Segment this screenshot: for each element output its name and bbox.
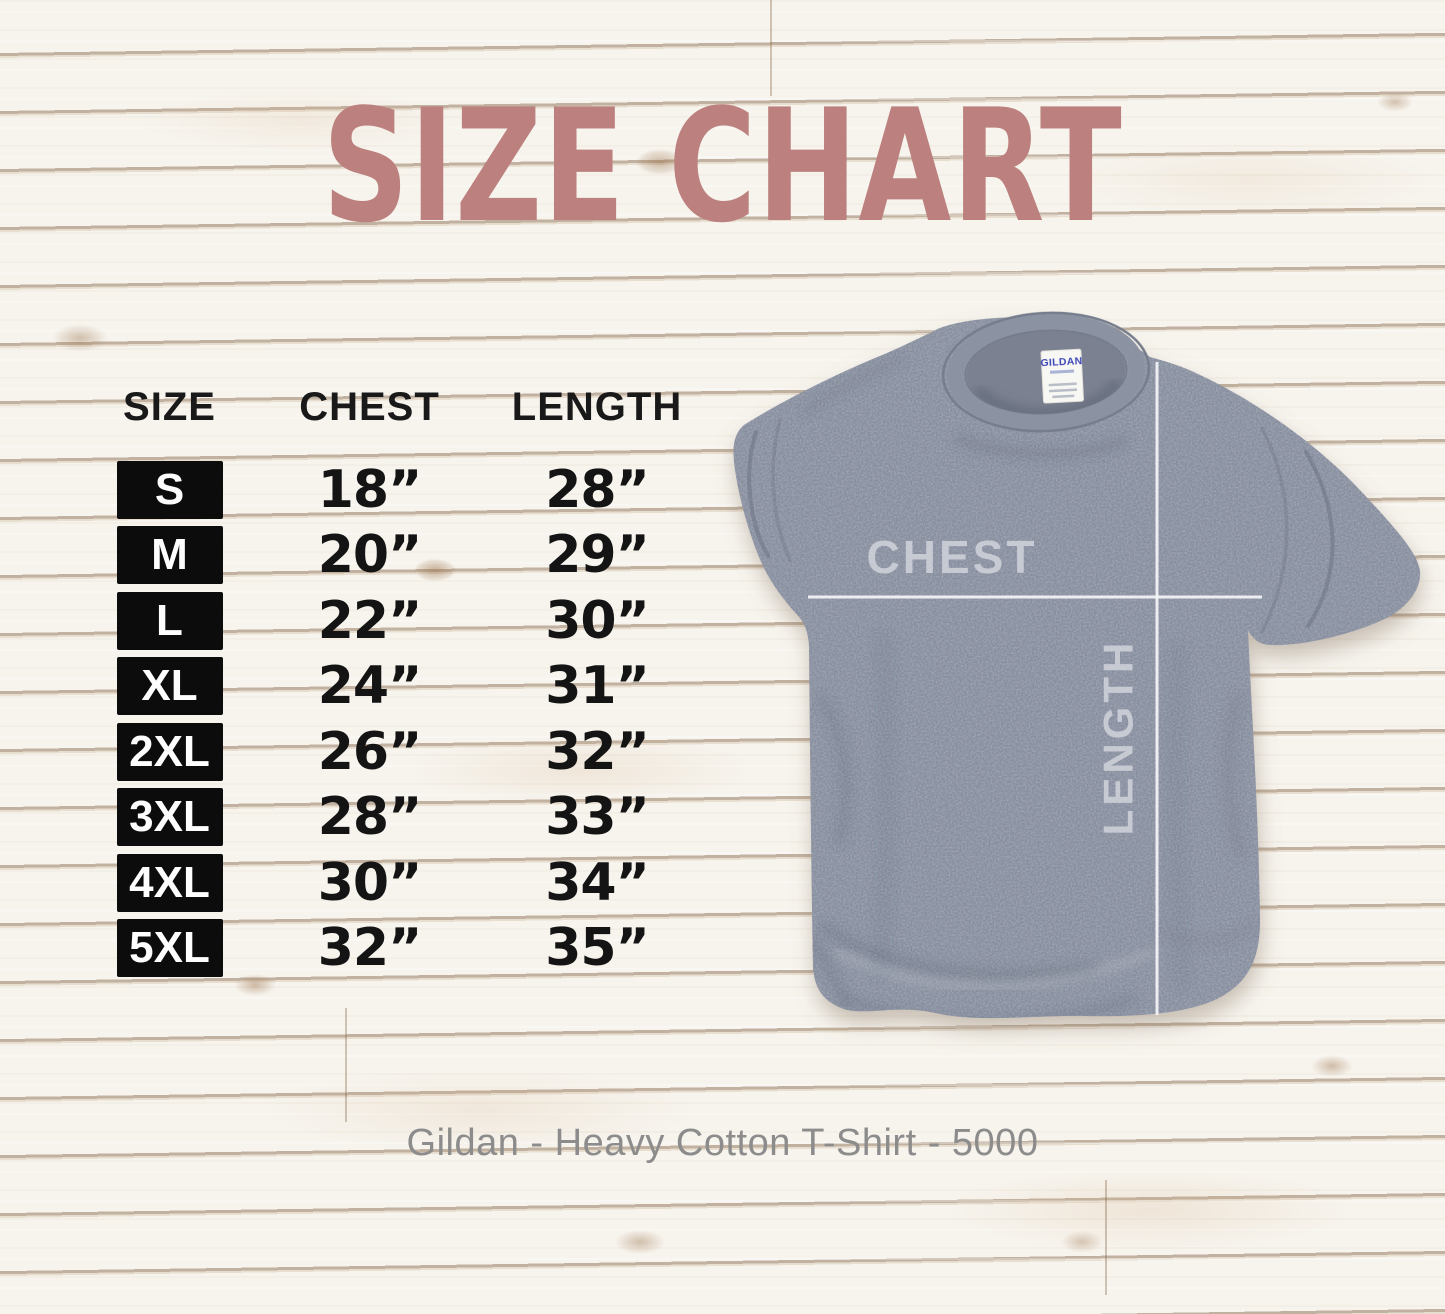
size-badge: XL [116,657,223,716]
chest-value: 24” [317,656,423,717]
fabric-wrinkles [747,356,1335,1019]
chest-value: 22” [317,590,423,651]
shirt-length-label: LENGTH [1095,639,1142,836]
table-header-row: SIZE CHEST LENGTH [72,383,722,431]
table-row: 2XL 26” 32” [72,719,722,785]
size-badge: 5XL [116,919,223,978]
length-value: 34” [545,852,650,913]
length-value: 31” [545,656,650,717]
length-value: 35” [545,918,650,979]
tag-subtext-line [1049,369,1075,374]
table-row: XL 24” 31” [72,654,722,720]
chest-value: 20” [317,525,423,586]
chest-value: 30” [317,852,423,913]
length-value: 29” [545,525,650,586]
chest-value: 26” [317,721,423,782]
size-badge: L [116,591,223,650]
table-row: M 20” 29” [72,523,722,589]
length-value: 32” [545,721,650,782]
table-row: L 22” 30” [72,588,722,654]
size-badge: 2XL [116,722,223,781]
size-chart-title: SIZE CHART [322,76,1123,258]
collar: GILDAN [941,311,1151,433]
size-badge: 4XL [116,853,223,912]
tag-text-line [1048,388,1078,393]
header-chest: CHEST [299,384,440,429]
chest-value: 32” [317,918,423,979]
size-badge: M [116,526,223,585]
length-value: 28” [545,459,650,520]
product-caption: Gildan - Heavy Cotton T-Shirt - 5000 [406,1122,1039,1164]
chest-value: 18” [317,459,423,520]
plank-seam [1105,1180,1107,1295]
neck-tag: GILDAN [1040,348,1084,404]
tag-text-line [1048,382,1077,387]
length-value: 30” [545,590,650,651]
table-row: 4XL 30” 34” [72,850,722,916]
sleeve-roll-creases [747,418,1335,634]
tag-text-line [1052,394,1075,399]
size-badge: S [116,460,223,519]
table-row: 3XL 28” 33” [72,785,722,851]
tshirt-photo: GILDAN CHEST LENGTH [733,311,1421,1019]
header-size: SIZE [123,384,216,429]
chest-value: 28” [317,787,423,848]
plank-seam [345,1008,347,1122]
length-value: 33” [545,787,650,848]
table-row: 5XL 32” 35” [72,916,722,982]
plank-seam [770,0,772,96]
size-table: SIZE CHEST LENGTH S 18” 28” M 20” 29” L … [72,383,722,981]
collar-band [947,313,1145,431]
size-badge: 3XL [116,788,223,847]
table-row: S 18” 28” [72,457,722,523]
gildan-logo-text: GILDAN [1040,355,1083,369]
shirt-chest-label: CHEST [867,531,1038,583]
header-length: LENGTH [511,384,683,429]
